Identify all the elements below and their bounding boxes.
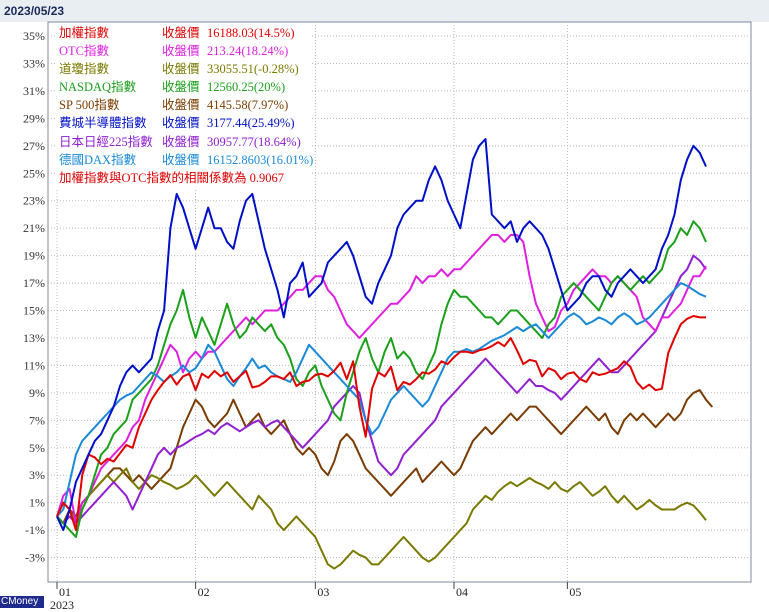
y-tick-label: -3% <box>25 551 45 565</box>
brand-logo: CMoney <box>0 596 44 608</box>
legend-close-label: 收盤價 <box>162 134 200 149</box>
y-tick-label: 13% <box>23 331 45 345</box>
series-line <box>56 254 707 525</box>
legend-close-label: 收盤價 <box>162 26 200 40</box>
legend-close-value: 33055.51(-0.28%) <box>207 62 299 77</box>
legend-item: 道瓊指數 收盤價 33055.51(-0.28%) <box>55 60 310 78</box>
y-tick-label: 23% <box>23 194 45 208</box>
legend-close-label: 收盤價 <box>162 44 200 59</box>
y-tick-label: 15% <box>23 304 45 318</box>
y-tick-label: 3% <box>29 468 45 482</box>
x-axis: 01 02 03 04 05 2023 <box>50 582 581 612</box>
y-tick-label: 27% <box>23 139 45 153</box>
legend: 加權指數 收盤價 16188.03(14.5%) OTC指數 收盤價 213.24(18.… <box>55 24 314 190</box>
y-tick-label: -1% <box>25 523 45 537</box>
y-tick-label: 5% <box>29 441 45 455</box>
legend-series-name: 費城半導體指數 <box>59 116 147 131</box>
x-tick-label: 05 <box>569 585 581 599</box>
y-tick-label: 11% <box>23 358 45 372</box>
y-tick-label: 21% <box>23 221 45 235</box>
y-tick-label: 33% <box>23 56 45 70</box>
x-tick-label: 04 <box>456 585 468 599</box>
y-tick-label: 17% <box>23 276 45 290</box>
series-line <box>56 138 707 532</box>
x-tick-label: 03 <box>317 585 329 599</box>
legend-close-value: 4145.58(7.97%) <box>207 98 289 113</box>
legend-close-value: 213.24(18.24%) <box>207 44 289 59</box>
legend-item: 日本日經225指數 收盤價 30957.77(18.64%) <box>55 133 310 151</box>
series-line <box>56 234 707 525</box>
legend-series-name: 德國DAX指數 <box>59 152 137 167</box>
legend-series-name: 加權指數 <box>59 26 110 40</box>
y-tick-label: 29% <box>23 111 45 125</box>
legend-close-value: 16152.8603(16.01%) <box>207 152 314 167</box>
legend-series-name: 日本日經225指數 <box>59 134 153 149</box>
y-tick-label: 1% <box>29 496 45 510</box>
x-year-label: 2023 <box>50 598 74 612</box>
correlation-note: 加權指數與OTC指數的相關係數為 0.9067 <box>59 171 285 185</box>
legend-series-name: NASDAQ指數 <box>59 80 137 95</box>
legend-close-value: 30957.77(18.64%) <box>207 134 301 149</box>
legend-item: SP 500指數 收盤價 4145.58(7.97%) <box>55 96 310 114</box>
series-line <box>56 389 714 525</box>
legend-item: NASDAQ指數 收盤價 12560.25(20%) <box>55 78 310 96</box>
y-tick-label: 9% <box>29 386 45 400</box>
legend-close-value: 16188.03(14.5%) <box>207 26 295 40</box>
legend-series-name: OTC指數 <box>59 44 110 59</box>
legend-close-label: 收盤價 <box>162 152 200 167</box>
y-tick-label: 19% <box>23 249 45 263</box>
legend-item: 費城半導體指數 收盤價 3177.44(25.49%) <box>55 114 310 132</box>
legend-close-label: 收盤價 <box>162 98 200 113</box>
x-tick-label: 01 <box>59 585 71 599</box>
series-line <box>56 315 706 532</box>
y-tick-label: 35% <box>23 29 45 43</box>
y-tick-label: 25% <box>23 166 45 180</box>
series-lines <box>56 138 714 570</box>
legend-close-label: 收盤價 <box>162 116 200 131</box>
legend-close-value: 3177.44(25.49%) <box>207 116 295 131</box>
legend-series-name: SP 500指數 <box>59 98 120 113</box>
legend-series-name: 道瓊指數 <box>59 62 110 77</box>
legend-close-label: 收盤價 <box>162 62 200 77</box>
series-line <box>56 467 707 570</box>
legend-item: 加權指數 收盤價 16188.03(14.5%) <box>55 24 310 42</box>
legend-close-label: 收盤價 <box>162 80 200 95</box>
chart-date: 2023/05/23 <box>4 4 65 18</box>
x-tick-label: 02 <box>198 585 210 599</box>
legend-close-value: 12560.25(20%) <box>207 80 286 95</box>
y-axis-labels: 35% 33% 31% 29% 27% 25% 23% 21% 19% 17% 15% 13% 11% 9… <box>23 29 45 565</box>
chart-header-bar <box>0 0 769 22</box>
legend-item: 德國DAX指數 收盤價 16152.8603(16.01%) <box>55 151 314 169</box>
series-line <box>56 220 707 538</box>
legend-item: OTC指數 收盤價 213.24(18.24%) <box>55 42 310 60</box>
y-tick-label: 31% <box>23 84 45 98</box>
y-tick-label: 7% <box>29 413 45 427</box>
